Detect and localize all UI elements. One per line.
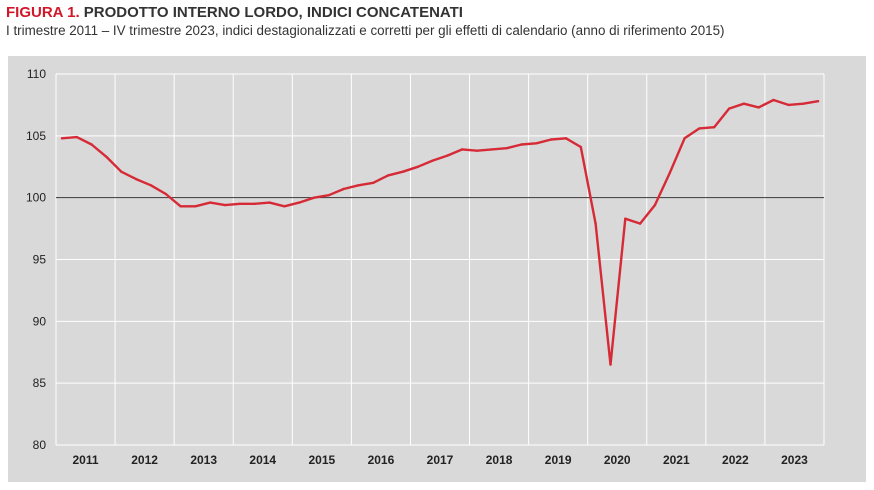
data-point — [386, 174, 390, 177]
data-point — [698, 127, 701, 130]
data-point — [120, 170, 123, 173]
x-tick-label: 2021 — [663, 453, 690, 467]
x-tick-label: 2023 — [781, 453, 808, 467]
series-line-pil — [60, 98, 820, 366]
data-point — [535, 142, 538, 145]
chart-panel: 80 85 90 95 100 105 110 2011 2012 2013 2014 2015 201… — [8, 56, 866, 482]
data-point — [520, 143, 523, 146]
line-chart: 80 85 90 95 100 105 110 2011 2012 2013 2014 2015 201… — [26, 67, 825, 467]
x-tick-label: 2018 — [486, 453, 513, 467]
data-point — [816, 100, 820, 103]
data-point — [742, 102, 746, 105]
data-point — [446, 154, 449, 157]
y-tick-label: 95 — [33, 253, 47, 267]
data-point — [579, 145, 582, 149]
x-tick-label: 2011 — [73, 453, 99, 467]
data-point — [194, 205, 197, 208]
data-point — [372, 181, 375, 184]
data-point — [668, 171, 671, 175]
data-point — [727, 107, 731, 110]
x-tick-label: 2013 — [190, 453, 217, 467]
figure-title-line: FIGURA 1. PRODOTTO INTERNO LORDO, INDICI… — [6, 4, 866, 22]
data-point — [342, 187, 345, 191]
y-tick-label: 85 — [33, 376, 47, 390]
data-point — [772, 98, 775, 102]
data-point — [653, 203, 657, 207]
data-point — [253, 202, 256, 205]
data-point — [327, 194, 330, 197]
data-point — [90, 143, 93, 146]
data-point — [134, 177, 138, 181]
series-layer — [60, 98, 820, 366]
y-tick-label: 80 — [33, 438, 47, 452]
data-point — [416, 165, 419, 168]
data-point — [638, 222, 642, 225]
label-layer: 80 85 90 95 100 105 110 2011 2012 2013 2014 2015 201… — [26, 67, 808, 467]
x-tick-label: 2014 — [249, 453, 276, 467]
data-point — [312, 196, 316, 199]
data-point — [505, 147, 508, 150]
y-tick-label: 110 — [27, 67, 46, 81]
data-point — [594, 222, 597, 225]
data-point — [283, 205, 286, 208]
data-point — [564, 137, 568, 140]
data-point — [223, 203, 227, 207]
data-point — [298, 201, 301, 204]
data-point — [431, 159, 434, 162]
y-tick-label: 90 — [33, 314, 47, 328]
data-point — [238, 202, 242, 205]
grid-layer — [55, 73, 825, 446]
data-point — [60, 137, 64, 140]
data-point — [757, 106, 760, 109]
figure-title: PRODOTTO INTERNO LORDO, INDICI CONCATENA… — [83, 4, 463, 21]
data-point — [75, 135, 79, 139]
data-point — [149, 184, 153, 187]
data-point — [357, 184, 360, 187]
x-tick-label: 2016 — [368, 453, 395, 467]
figure-subtitle: I trimestre 2011 – IV trimestre 2023, in… — [6, 23, 725, 38]
figure-header: FIGURA 1. PRODOTTO INTERNO LORDO, INDICI… — [6, 4, 866, 40]
data-point — [683, 137, 686, 140]
data-point — [802, 102, 805, 105]
data-point — [268, 201, 271, 204]
data-point — [609, 363, 612, 366]
data-point — [713, 126, 716, 129]
figure-label: FIGURA 1. — [6, 4, 80, 21]
data-point — [209, 201, 212, 204]
data-point — [490, 148, 494, 151]
x-tick-label: 2020 — [604, 453, 631, 467]
x-tick-label: 2015 — [308, 453, 335, 467]
x-tick-label: 2022 — [722, 453, 749, 467]
y-tick-label: 100 — [26, 191, 46, 205]
x-tick-label: 2012 — [131, 453, 158, 467]
data-point — [401, 170, 405, 173]
data-point — [164, 192, 167, 196]
data-point — [550, 138, 553, 141]
data-point — [105, 155, 108, 159]
data-point — [787, 103, 790, 107]
x-tick-label: 2017 — [427, 453, 454, 467]
data-point — [179, 205, 182, 208]
data-point — [624, 217, 627, 220]
data-point — [475, 149, 479, 152]
data-point — [461, 148, 464, 151]
y-tick-label: 105 — [26, 129, 46, 143]
x-tick-label: 2019 — [545, 453, 572, 467]
